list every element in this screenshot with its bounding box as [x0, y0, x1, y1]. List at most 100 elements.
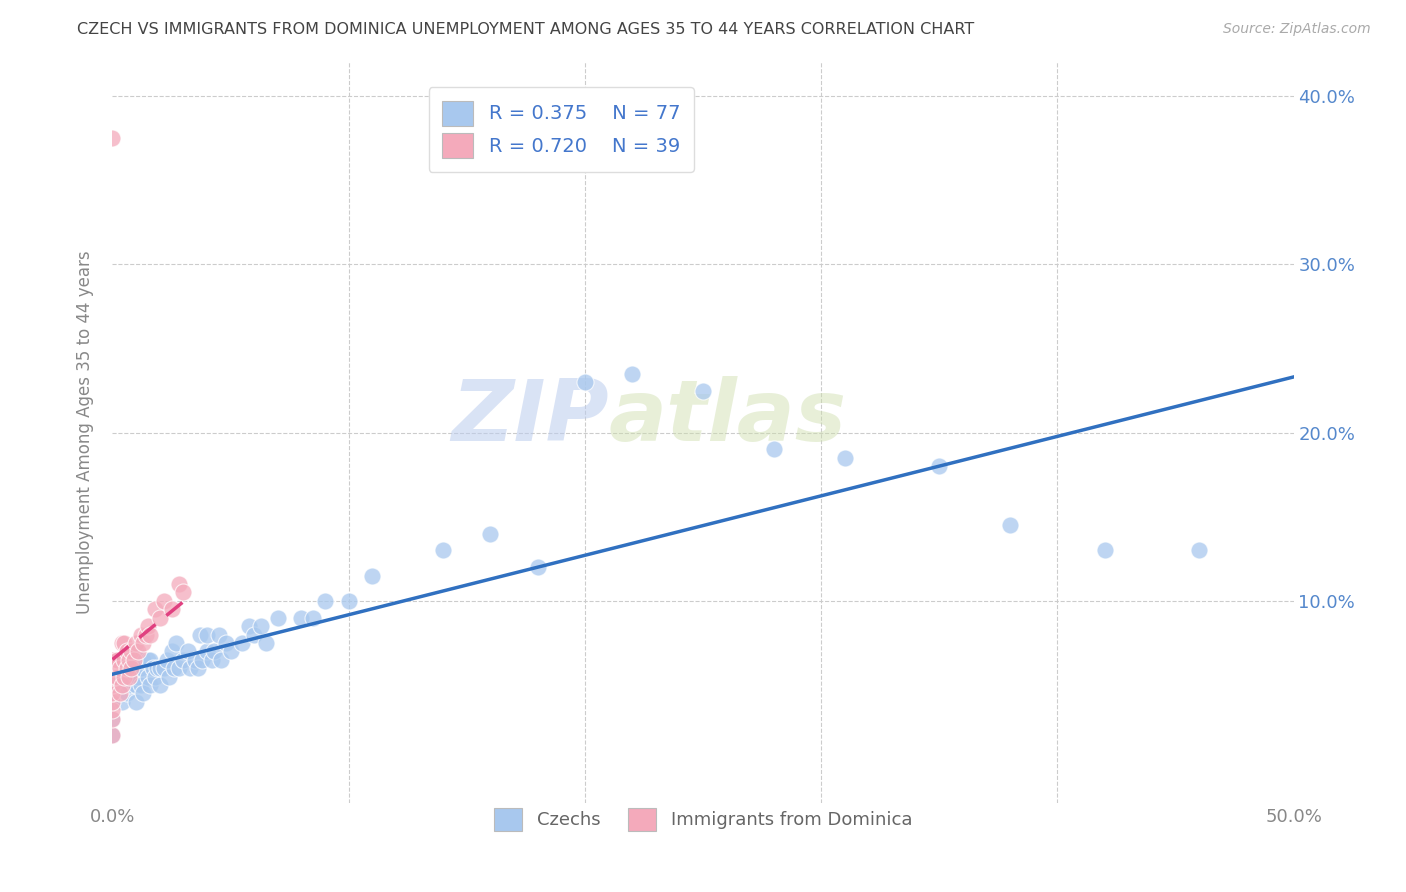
- Point: [1094, 543, 1116, 558]
- Point: [122, 653, 145, 667]
- Point: [112, 670, 135, 684]
- Point: [101, 678, 124, 692]
- Point: [108, 661, 131, 675]
- Point: [574, 375, 596, 389]
- Point: [127, 644, 149, 658]
- Point: [243, 627, 266, 641]
- Point: [111, 695, 134, 709]
- Point: [118, 653, 141, 667]
- Point: [163, 661, 186, 675]
- Point: [132, 686, 155, 700]
- Point: [125, 661, 148, 675]
- Point: [1188, 543, 1211, 558]
- Point: [101, 712, 124, 726]
- Point: [143, 602, 166, 616]
- Point: [149, 661, 172, 675]
- Point: [108, 686, 131, 700]
- Point: [290, 610, 312, 624]
- Point: [118, 661, 141, 675]
- Point: [202, 644, 225, 658]
- Point: [432, 543, 454, 558]
- Point: [231, 636, 253, 650]
- Point: [136, 670, 159, 684]
- Point: [142, 661, 165, 675]
- Point: [129, 678, 152, 692]
- Point: [215, 636, 238, 650]
- Point: [105, 653, 128, 667]
- Point: [101, 670, 124, 684]
- Point: [101, 729, 124, 743]
- Point: [101, 131, 124, 145]
- Point: [111, 636, 134, 650]
- Point: [112, 653, 135, 667]
- Point: [337, 594, 360, 608]
- Point: [167, 661, 190, 675]
- Point: [526, 560, 548, 574]
- Text: ZIP: ZIP: [451, 376, 609, 459]
- Point: [762, 442, 785, 457]
- Point: [177, 644, 200, 658]
- Point: [209, 653, 232, 667]
- Point: [132, 653, 155, 667]
- Point: [101, 729, 124, 743]
- Point: [125, 695, 148, 709]
- Point: [135, 627, 157, 641]
- Point: [188, 627, 211, 641]
- Point: [153, 594, 176, 608]
- Point: [254, 636, 277, 650]
- Point: [101, 678, 124, 692]
- Point: [136, 653, 159, 667]
- Legend: Czechs, Immigrants from Dominica: Czechs, Immigrants from Dominica: [486, 800, 920, 838]
- Point: [361, 568, 384, 582]
- Point: [101, 695, 124, 709]
- Point: [928, 459, 950, 474]
- Text: atlas: atlas: [609, 376, 846, 459]
- Point: [172, 653, 194, 667]
- Point: [184, 653, 207, 667]
- Point: [115, 644, 138, 658]
- Point: [208, 627, 231, 641]
- Point: [101, 661, 124, 675]
- Point: [195, 644, 218, 658]
- Point: [146, 661, 169, 675]
- Point: [195, 627, 218, 641]
- Point: [179, 661, 201, 675]
- Point: [101, 703, 124, 717]
- Point: [118, 670, 141, 684]
- Point: [127, 670, 149, 684]
- Y-axis label: Unemployment Among Ages 35 to 44 years: Unemployment Among Ages 35 to 44 years: [76, 251, 94, 615]
- Point: [111, 678, 134, 692]
- Point: [153, 661, 176, 675]
- Point: [201, 653, 224, 667]
- Point: [139, 653, 162, 667]
- Point: [115, 661, 138, 675]
- Point: [120, 670, 142, 684]
- Point: [125, 636, 148, 650]
- Point: [118, 678, 141, 692]
- Point: [998, 518, 1021, 533]
- Point: [692, 384, 714, 398]
- Text: Source: ZipAtlas.com: Source: ZipAtlas.com: [1223, 22, 1371, 37]
- Point: [143, 670, 166, 684]
- Point: [139, 678, 162, 692]
- Point: [149, 678, 172, 692]
- Point: [267, 610, 290, 624]
- Point: [250, 619, 273, 633]
- Point: [238, 619, 260, 633]
- Point: [139, 627, 162, 641]
- Point: [302, 610, 325, 624]
- Point: [160, 644, 183, 658]
- Point: [479, 526, 502, 541]
- Point: [149, 610, 172, 624]
- Point: [112, 670, 135, 684]
- Point: [160, 602, 183, 616]
- Point: [112, 636, 135, 650]
- Point: [101, 712, 124, 726]
- Point: [125, 678, 148, 692]
- Point: [156, 653, 179, 667]
- Point: [101, 661, 124, 675]
- Point: [136, 619, 159, 633]
- Point: [314, 594, 336, 608]
- Point: [157, 670, 180, 684]
- Point: [132, 636, 155, 650]
